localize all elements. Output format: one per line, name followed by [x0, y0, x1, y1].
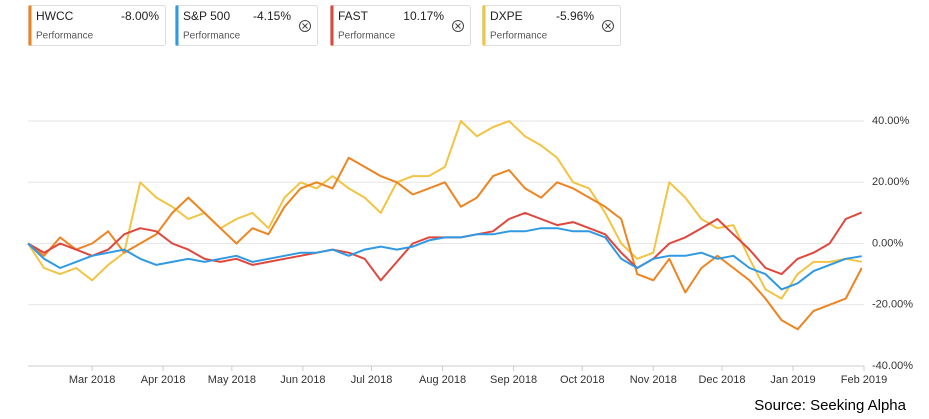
- x-tick-label: Dec 2018: [698, 374, 745, 386]
- legend-caption: Performance: [36, 31, 94, 42]
- y-tick-label: 40.00%: [872, 115, 910, 127]
- remove-icon-x: [455, 23, 461, 29]
- legend-name: HWCC: [36, 9, 74, 23]
- legend-caption: Performance: [490, 31, 548, 42]
- series-line: [27, 156, 863, 331]
- y-tick-label: -20.00%: [872, 299, 913, 311]
- x-tick-label: Oct 2018: [560, 374, 605, 386]
- legend-caption: Performance: [183, 31, 241, 42]
- legend-item: S&P 500 -4.15% Performance: [175, 5, 318, 46]
- legend-swatch: [482, 5, 486, 46]
- legend-change: -5.96%: [556, 9, 594, 23]
- x-tick-label: Feb 2019: [841, 374, 887, 386]
- series-line: [27, 227, 862, 291]
- remove-button[interactable]: [602, 20, 614, 32]
- legend-swatch: [175, 5, 179, 46]
- legend-change: -8.00%: [121, 9, 159, 23]
- series-line: [27, 120, 862, 300]
- y-tick-label: -40.00%: [872, 360, 913, 372]
- legend-item: HWCC -8.00% Performance: [28, 5, 166, 46]
- x-tick-label: Jan 2019: [770, 374, 815, 386]
- legend-name: S&P 500: [183, 9, 230, 23]
- legend-item: DXPE -5.96% Performance: [482, 5, 621, 46]
- remove-button[interactable]: [299, 20, 311, 32]
- y-tick-label: 0.00%: [872, 237, 903, 249]
- legend-caption: Performance: [338, 31, 396, 42]
- legend-swatch: [28, 5, 32, 46]
- legend-item: FAST 10.17% Performance: [330, 5, 471, 46]
- x-tick-label: Sep 2018: [490, 374, 537, 386]
- y-tick-label: 20.00%: [872, 176, 910, 188]
- legend-name: DXPE: [490, 9, 523, 23]
- remove-icon: [602, 20, 614, 32]
- x-tick-label: Nov 2018: [630, 374, 677, 386]
- remove-button[interactable]: [452, 20, 464, 32]
- legend-change: 10.17%: [403, 9, 444, 23]
- x-tick-label: Aug 2018: [419, 374, 466, 386]
- legend-change: -4.15%: [253, 9, 291, 23]
- x-tick-label: Jul 2018: [351, 374, 393, 386]
- remove-icon-x: [605, 23, 611, 29]
- legend-swatch: [330, 5, 334, 46]
- legend-name: FAST: [338, 9, 369, 23]
- remove-icon: [299, 20, 311, 32]
- x-tick-label: May 2018: [208, 374, 256, 386]
- source: Source: Seeking Alpha: [754, 397, 906, 414]
- remove-icon-x: [302, 23, 308, 29]
- remove-icon: [452, 20, 464, 32]
- x-tick-label: Jun 2018: [280, 374, 325, 386]
- x-tick-label: Apr 2018: [141, 374, 186, 386]
- x-tick-label: Mar 2018: [69, 374, 115, 386]
